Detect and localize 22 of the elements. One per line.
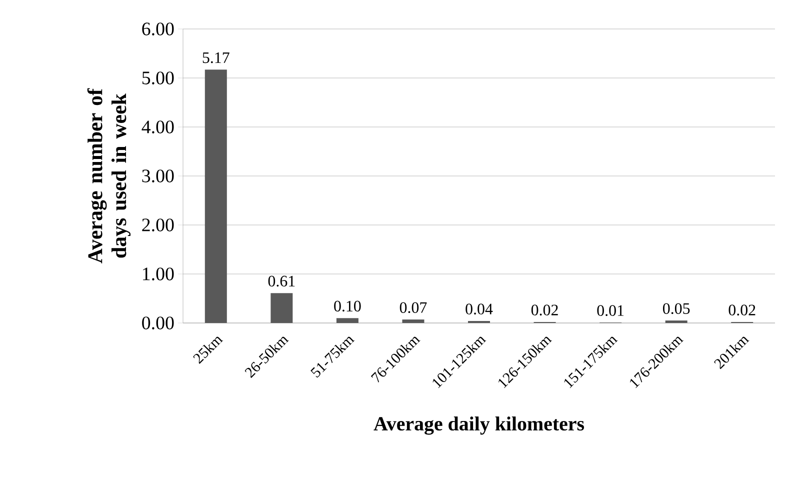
y-tick-label: 4.00 bbox=[142, 120, 174, 134]
data-label: 0.61 bbox=[268, 276, 295, 287]
data-label: 0.07 bbox=[400, 302, 427, 314]
y-tick-label: 5.00 bbox=[142, 72, 174, 84]
bar bbox=[402, 320, 424, 323]
data-label: 0.01 bbox=[597, 305, 624, 316]
y-tick-label: 6.00 bbox=[142, 22, 174, 36]
data-label: 0.02 bbox=[531, 304, 558, 316]
data-label: 0.04 bbox=[466, 304, 493, 314]
y-tick-label: 3.00 bbox=[142, 170, 174, 182]
bar bbox=[270, 293, 293, 323]
data-label: 0.10 bbox=[334, 300, 361, 312]
bar bbox=[204, 70, 227, 323]
y-tick-label: 2.00 bbox=[142, 218, 174, 232]
y-tick-label: 1.00 bbox=[143, 268, 174, 280]
y-axis-title: Average number of days used in week bbox=[87, 88, 131, 264]
data-label: 0.02 bbox=[728, 304, 756, 316]
bar bbox=[336, 318, 358, 323]
data-label: 0.05 bbox=[662, 303, 690, 314]
y-tick-label: 0.00 bbox=[142, 316, 174, 330]
x-axis-title: Average daily kilometers bbox=[374, 416, 584, 435]
data-label: 5.17 bbox=[202, 52, 230, 64]
